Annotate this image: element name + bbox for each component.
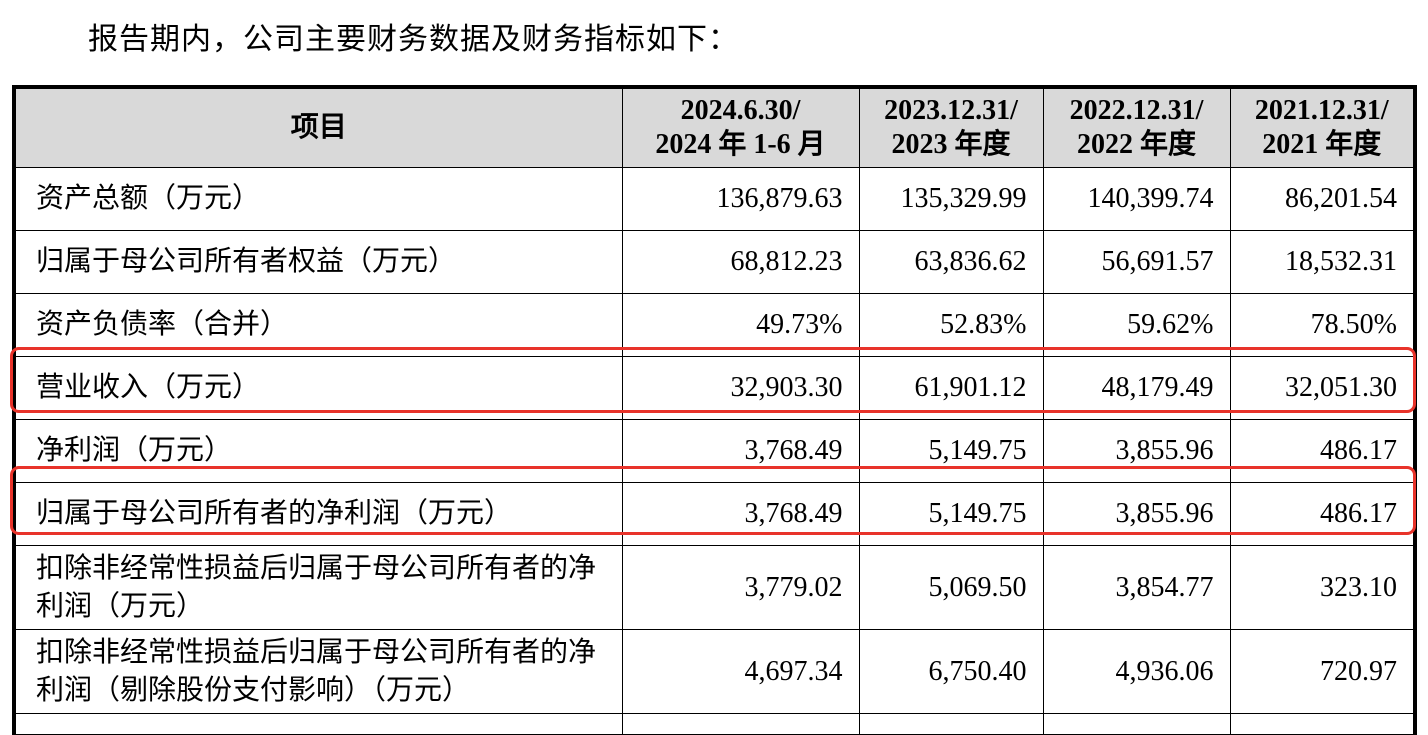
row-label: 扣除非经常性损益后归属于母公司所有者的净利润（万元）	[13, 545, 623, 630]
row-label: 归属于母公司所有者的净利润（万元）	[13, 482, 623, 546]
cell-empty	[1042, 713, 1231, 735]
cell-value: 59.62%	[1042, 293, 1231, 357]
header-period: 2022 年度	[1076, 129, 1196, 160]
header-period: 2021 年度	[1262, 129, 1382, 160]
table-row: 资产负债率（合并） 49.73% 52.83% 59.62% 78.50%	[13, 293, 1416, 357]
cell-empty	[621, 713, 860, 735]
row-label: 资产总额（万元）	[13, 167, 623, 231]
cell-value: 4,697.34	[621, 629, 860, 714]
cell-value: 3,855.96	[1042, 419, 1231, 483]
table-row: 扣除非经常性损益后归属于母公司所有者的净利润（剔除股份支付影响）（万元） 4,69…	[13, 629, 1416, 714]
header-2021: 2021.12.31/2021 年度	[1229, 86, 1416, 168]
cell-value: 86,201.54	[1229, 167, 1416, 231]
cell-value: 3,779.02	[621, 545, 860, 630]
cell-value: 3,768.49	[621, 419, 860, 483]
cell-value: 6,750.40	[858, 629, 1044, 714]
header-period: 2023 年度	[891, 129, 1011, 160]
row-label: 扣除非经常性损益后归属于母公司所有者的净利润（剔除股份支付影响）（万元）	[13, 629, 623, 714]
cell-value: 63,836.62	[858, 230, 1044, 294]
cell-value: 3,855.96	[1042, 482, 1231, 546]
cell-value: 61,901.12	[858, 356, 1044, 420]
intro-text: 报告期内，公司主要财务数据及财务指标如下：	[88, 23, 739, 56]
cell-value: 3,854.77	[1042, 545, 1231, 630]
cell-value: 48,179.49	[1042, 356, 1231, 420]
header-row: 项目 2024.6.30/2024 年 1-6 月 2023.12.31/202…	[13, 86, 1416, 168]
row-label: 资产负债率（合并）	[13, 293, 623, 357]
cell-value: 78.50%	[1229, 293, 1416, 357]
cell-empty	[13, 713, 623, 735]
header-2022: 2022.12.31/2022 年度	[1042, 86, 1231, 168]
cell-value: 52.83%	[858, 293, 1044, 357]
cell-value: 486.17	[1229, 482, 1416, 546]
cell-value: 140,399.74	[1042, 167, 1231, 231]
table-row: 归属于母公司所有者的净利润（万元） 3,768.49 5,149.75 3,855.9…	[13, 482, 1416, 546]
table-row: 归属于母公司所有者权益（万元） 68,812.23 63,836.62 56,691.…	[13, 230, 1416, 294]
table-row: 资产总额（万元） 136,879.63 135,329.99 140,399.74 86…	[13, 167, 1416, 231]
header-item: 项目	[13, 86, 623, 168]
table-row: 净利润（万元） 3,768.49 5,149.75 3,855.96 486.17	[13, 419, 1416, 483]
header-period: 2024 年 1-6 月	[655, 129, 826, 160]
header-date: 2024.6.30/	[680, 95, 801, 126]
cell-value: 5,149.75	[858, 419, 1044, 483]
cell-value: 720.97	[1229, 629, 1416, 714]
table-row: 营业收入（万元） 32,903.30 61,901.12 48,179.49 32,05…	[13, 356, 1416, 420]
row-label: 归属于母公司所有者权益（万元）	[13, 230, 623, 294]
cell-value: 32,903.30	[621, 356, 860, 420]
cell-value: 68,812.23	[621, 230, 860, 294]
header-2023: 2023.12.31/2023 年度	[858, 86, 1044, 168]
financial-table: 项目 2024.6.30/2024 年 1-6 月 2023.12.31/202…	[12, 85, 1417, 735]
cell-value: 4,936.06	[1042, 629, 1231, 714]
cell-value: 486.17	[1229, 419, 1416, 483]
cell-value: 49.73%	[621, 293, 860, 357]
cell-empty	[1229, 713, 1416, 735]
cell-value: 32,051.30	[1229, 356, 1416, 420]
cell-empty	[858, 713, 1044, 735]
header-date: 2023.12.31/	[884, 95, 1018, 126]
cell-value: 18,532.31	[1229, 230, 1416, 294]
cell-value: 5,069.50	[858, 545, 1044, 630]
table-row	[13, 713, 1416, 735]
header-2024h1: 2024.6.30/2024 年 1-6 月	[621, 86, 860, 168]
cell-value: 136,879.63	[621, 167, 860, 231]
header-date: 2022.12.31/	[1069, 95, 1204, 126]
cell-value: 5,149.75	[858, 482, 1044, 546]
table-row: 扣除非经常性损益后归属于母公司所有者的净利润（万元） 3,779.02 5,069.…	[13, 545, 1416, 630]
cell-value: 3,768.49	[621, 482, 860, 546]
header-date: 2021.12.31/	[1254, 95, 1389, 126]
cell-value: 56,691.57	[1042, 230, 1231, 294]
cell-value: 135,329.99	[858, 167, 1044, 231]
cell-value: 323.10	[1229, 545, 1416, 630]
row-label: 净利润（万元）	[13, 419, 623, 483]
row-label: 营业收入（万元）	[13, 356, 623, 420]
